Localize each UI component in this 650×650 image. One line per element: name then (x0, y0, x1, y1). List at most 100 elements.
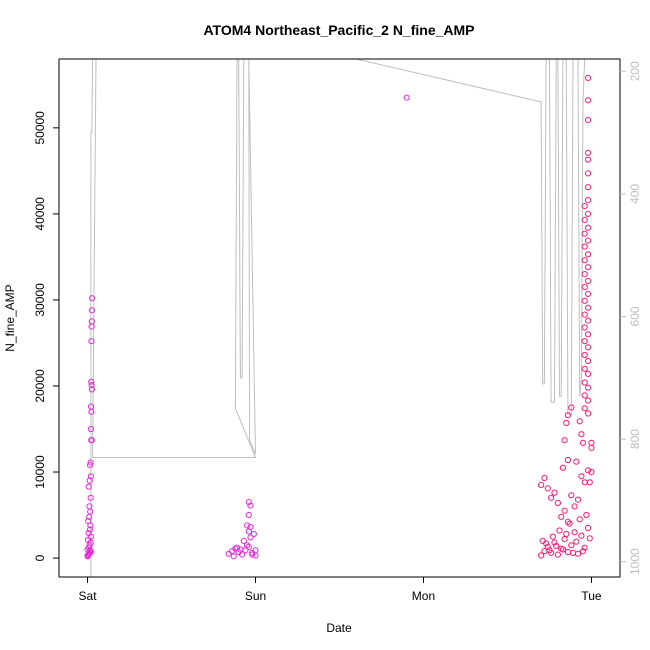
data-point (86, 526, 94, 533)
data-point (244, 542, 251, 549)
data-point (588, 444, 595, 451)
data-point (585, 344, 592, 351)
data-point (585, 331, 592, 338)
y-tick-label: 20000 (33, 369, 47, 403)
data-point (574, 496, 582, 503)
data-point (578, 532, 585, 539)
data-point (88, 318, 95, 325)
data-point (250, 530, 257, 538)
data-point (581, 283, 588, 291)
data-point (581, 243, 588, 250)
data-point (581, 405, 588, 412)
data-point (544, 485, 551, 492)
data-point (561, 507, 568, 514)
data-point (87, 494, 94, 501)
plot-area: Sat Sun Mon Tue 0 10000 20000 30000 40000 50000 20… (33, 58, 642, 603)
data-point (561, 536, 568, 543)
data-point (559, 464, 567, 471)
data-point (245, 511, 252, 519)
data-point (576, 516, 583, 523)
y2-tick-label: 200 (628, 61, 642, 81)
data-point (558, 513, 565, 520)
data-point (579, 548, 587, 555)
data-point (87, 508, 94, 515)
data-point (585, 524, 592, 532)
data-point (578, 473, 585, 480)
data-point (543, 540, 550, 547)
data-point (85, 518, 92, 525)
data-point (88, 338, 95, 345)
data-point (581, 230, 588, 237)
x-axis-label: Date (326, 621, 352, 635)
data-point (585, 277, 592, 285)
y-tick-label: 10000 (33, 455, 47, 489)
data-point (538, 481, 545, 488)
data-point (585, 290, 592, 297)
data-point (581, 392, 588, 399)
data-point (564, 548, 572, 556)
data-point (579, 439, 587, 446)
data-point (585, 237, 592, 244)
data-point (585, 304, 592, 311)
data-point (581, 311, 588, 318)
data-point (551, 489, 558, 496)
data-point (84, 552, 91, 559)
data-point (538, 552, 545, 559)
data-point (585, 467, 592, 474)
data-point (247, 524, 254, 531)
data-point (581, 351, 588, 359)
data-point (87, 473, 95, 480)
data-point (249, 551, 256, 558)
data-point (585, 97, 592, 104)
data-point (553, 542, 560, 550)
data-point (585, 384, 592, 391)
data-point (585, 370, 592, 377)
data-point (546, 547, 553, 554)
plot-marks (84, 59, 595, 577)
data-point (569, 549, 577, 557)
data-point (88, 307, 96, 314)
data-point (86, 503, 93, 510)
data-point (586, 479, 593, 486)
y2-tick-label: 1000 (628, 548, 642, 575)
data-point (571, 503, 578, 510)
data-point (88, 378, 95, 385)
data-point (230, 553, 237, 560)
data-point (581, 365, 588, 372)
data-point (588, 468, 595, 476)
data-point (568, 542, 575, 549)
data-point (581, 324, 588, 331)
data-point (585, 317, 592, 324)
data-point (245, 543, 252, 551)
data-point (573, 538, 580, 545)
y-axis-label: N_fine_AMP (3, 284, 17, 351)
plot-frame (58, 58, 621, 578)
data-point (563, 419, 570, 427)
data-point (581, 338, 588, 345)
data-point (585, 210, 592, 217)
data-point (403, 94, 410, 101)
data-point (586, 535, 593, 542)
data-point (564, 412, 572, 419)
data-point (549, 533, 556, 540)
data-point (88, 403, 95, 410)
data-point (581, 257, 588, 264)
data-point (551, 539, 558, 546)
data-point (588, 439, 595, 446)
data-point (244, 522, 251, 529)
data-point (86, 550, 93, 557)
data-point (559, 546, 567, 553)
x-tick-label: Tue (581, 589, 602, 603)
data-point (585, 74, 592, 82)
data-point (585, 149, 592, 156)
data-point (240, 537, 247, 545)
x-tick-label: Mon (412, 589, 435, 603)
data-point (581, 271, 588, 278)
y2-tick-label: 600 (628, 306, 642, 326)
data-point (561, 437, 568, 444)
data-point (581, 479, 588, 486)
data-point (564, 518, 572, 526)
data-point (581, 216, 588, 223)
data-point (585, 397, 592, 404)
data-point (87, 459, 94, 466)
